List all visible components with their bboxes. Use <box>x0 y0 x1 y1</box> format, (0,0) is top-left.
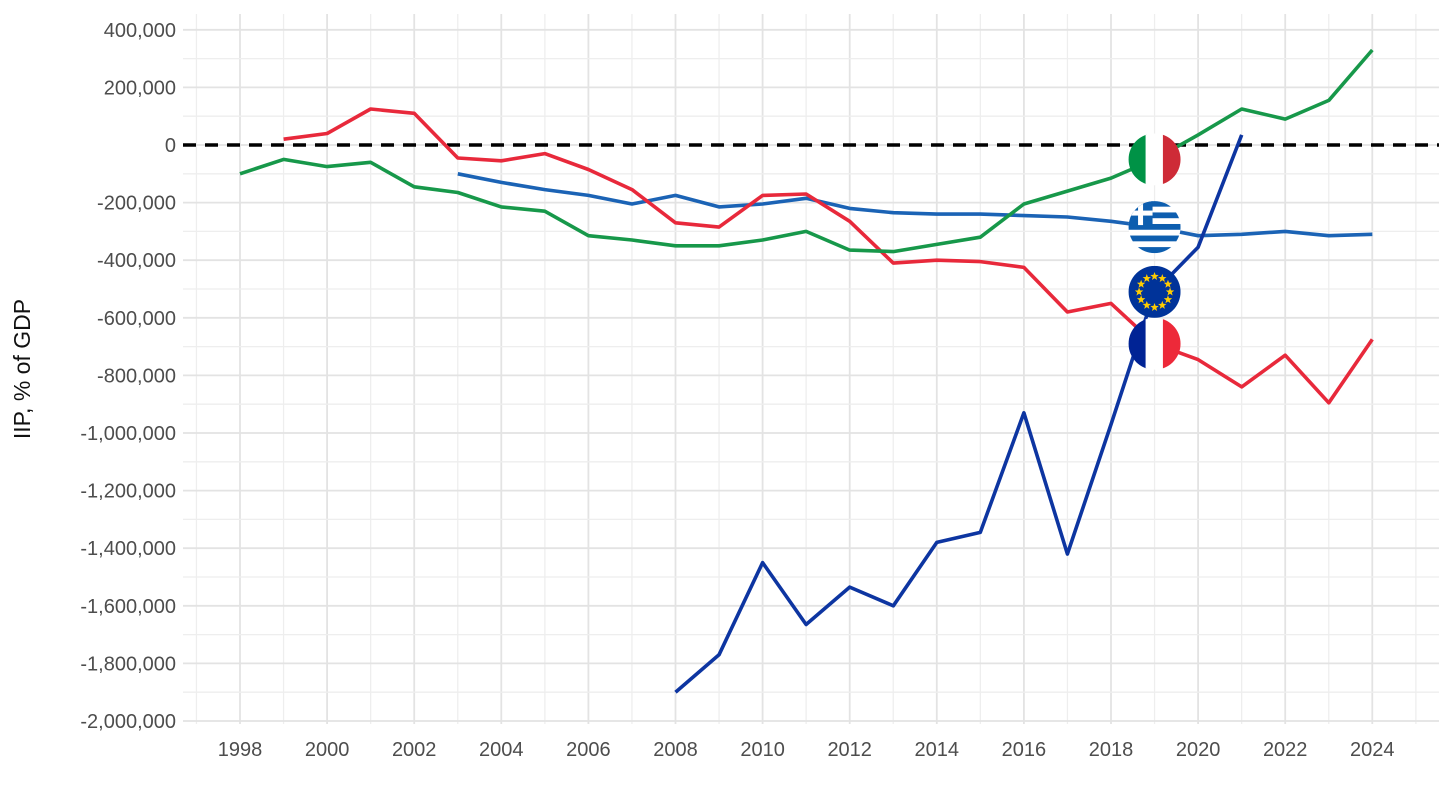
x-axis-tick-label: 2006 <box>566 739 611 761</box>
gridlines <box>183 14 1439 724</box>
x-axis-tick-label: 2012 <box>827 739 872 761</box>
x-axis-tick-label: 1998 <box>218 739 263 761</box>
x-axis-tick-label: 2018 <box>1089 739 1134 761</box>
x-axis-tick-label: 2014 <box>915 739 960 761</box>
y-axis-tick-label: -1,600,000 <box>80 596 176 618</box>
y-axis-tick-label: 200,000 <box>104 77 176 99</box>
y-axis-tick-label: -1,000,000 <box>80 423 176 445</box>
y-axis-tick-label: -200,000 <box>97 193 176 215</box>
x-axis-tick-label: 2016 <box>1002 739 1047 761</box>
y-axis-tick-label: -2,000,000 <box>80 711 176 733</box>
x-axis-tick-label: 2002 <box>392 739 437 761</box>
y-axis-tick-label: -400,000 <box>97 250 176 272</box>
x-axis-tick-label: 2010 <box>740 739 785 761</box>
greece-flag-icon <box>1128 201 1181 254</box>
y-axis-tick-label: 400,000 <box>104 20 176 42</box>
y-axis-title: IIP, % of GDP <box>9 299 35 439</box>
x-axis-tick-label: 2024 <box>1350 739 1395 761</box>
france-flag-icon <box>1128 317 1181 370</box>
x-axis-tick-label: 2008 <box>653 739 698 761</box>
x-axis-tick-label: 2004 <box>479 739 524 761</box>
eu-flag-icon <box>1128 265 1181 318</box>
y-axis-tick-label: 0 <box>165 135 176 157</box>
series-line-italy <box>239 48 1374 254</box>
series-line-france <box>283 107 1374 405</box>
y-axis-tick-label: -1,200,000 <box>80 481 176 503</box>
y-axis-tick-label: -600,000 <box>97 308 176 330</box>
italy-flag-icon <box>1128 133 1181 186</box>
y-axis-tick-label: -1,400,000 <box>80 538 176 560</box>
y-axis-tick-label: -1,800,000 <box>80 653 176 675</box>
y-axis-tick-label: -800,000 <box>97 365 176 387</box>
series-line-greece <box>457 172 1373 238</box>
x-axis-tick-label: 2000 <box>305 739 350 761</box>
x-axis-tick-label: 2022 <box>1263 739 1308 761</box>
x-axis-tick-label: 2020 <box>1176 739 1221 761</box>
plot-area: 1998 2000 2002 2004 2006 2008 2010 2012 2014 2016… <box>80 14 1439 761</box>
